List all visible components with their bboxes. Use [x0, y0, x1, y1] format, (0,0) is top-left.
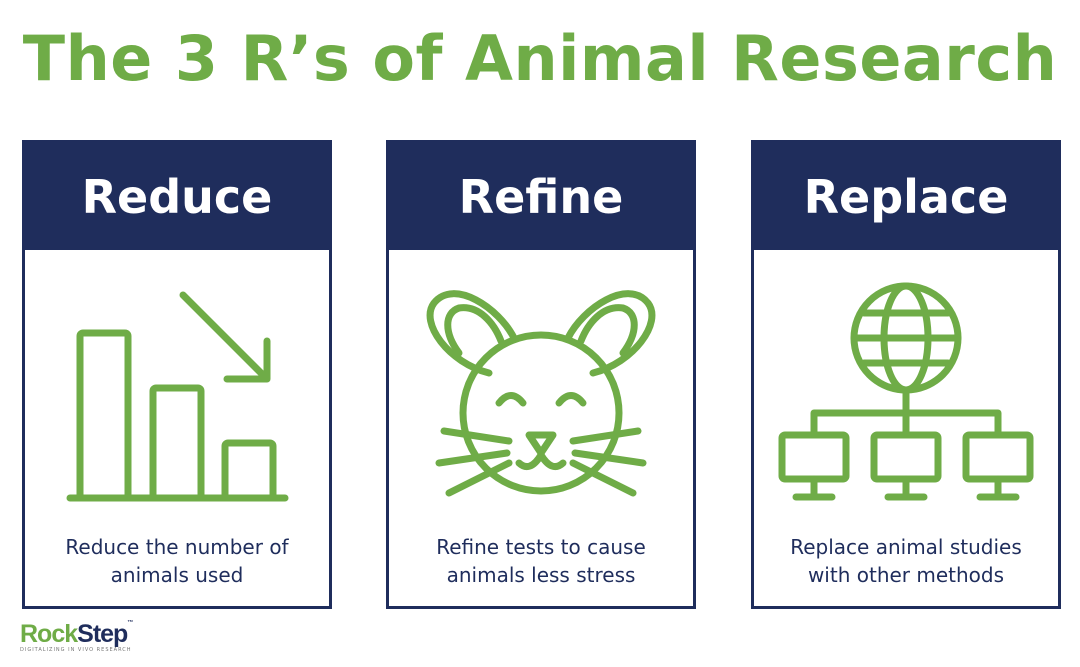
logo-tagline: DIGITALIZING IN VIVO RESEARCH	[20, 647, 132, 653]
bar-chart-decreasing-icon	[66, 291, 289, 502]
card-heading: Replace	[754, 143, 1058, 250]
card-refine: Refine Refine tests to cause animals less…	[386, 140, 696, 609]
card-description-2: with other methods	[807, 563, 1005, 587]
card-replace: Replace Replace animal studies with other…	[751, 140, 1061, 609]
logo-tm: ™	[127, 620, 133, 626]
card-description-2: animals less stress	[446, 563, 636, 587]
card-description: Replace animal studies	[790, 535, 1022, 559]
card-heading: Reduce	[25, 143, 329, 250]
mouse-face-icon	[426, 290, 656, 497]
page-title: The 3 R’s of Animal Research	[22, 22, 1058, 95]
card-description-2: animals used	[110, 563, 244, 587]
logo-part1: Rock	[20, 620, 78, 648]
network-computers-icon	[778, 282, 1034, 501]
card-heading: Refine	[389, 143, 693, 250]
card-description: Refine tests to cause	[436, 535, 646, 559]
card-description: Reduce the number of	[65, 535, 289, 559]
card-reduce: Reduce Reduce the number of animals used	[22, 140, 332, 609]
rockstep-logo: RockStep™ DIGITALIZING IN VIVO RESEARCH	[20, 620, 133, 653]
logo-part2: Step	[77, 620, 128, 648]
